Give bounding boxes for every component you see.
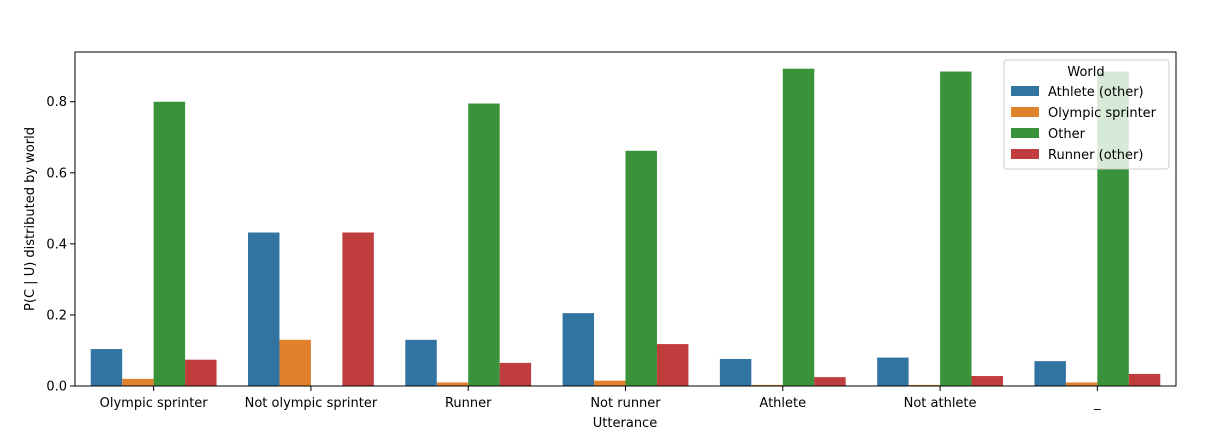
y-tick-label: 0.2 [46, 308, 67, 323]
bars-layer [90, 68, 1161, 387]
legend-label-olympic-sprinter: Olympic sprinter [1048, 106, 1157, 121]
y-axis-label: P(C | U) distributed by world [23, 127, 38, 311]
bar-athlete-other-olympic-sprinter [90, 349, 123, 386]
y-tick-label: 0.4 [46, 237, 67, 252]
bar-olympic-sprinter-not-runner [594, 380, 626, 386]
legend-items: Athlete (other) Olympic sprinter Other Runn… [1011, 85, 1157, 163]
bar-runner-other-not-runner [656, 344, 689, 386]
legend-label-other: Other [1048, 127, 1086, 142]
bar-athlete-other-not-athlete [877, 357, 909, 386]
legend-swatch-runner-other [1011, 149, 1039, 159]
x-axis-label: Utterance [593, 416, 657, 431]
legend-title: World [1067, 65, 1104, 80]
bar-runner-other-athlete [814, 377, 846, 386]
bar-runner-other-blank [1128, 373, 1161, 386]
y-tick-label: 0.6 [46, 166, 67, 181]
bar-athlete-other-blank [1034, 361, 1066, 386]
bar-athlete-other-runner [405, 339, 437, 386]
legend-frame [1003, 59, 1170, 170]
bar-olympic-sprinter-blank [1065, 382, 1098, 386]
bar-other-olympic-sprinter [153, 101, 186, 387]
legend: World Athlete (other) Olympic sprinter Oth… [1003, 59, 1170, 170]
x-tick-label: Athlete [759, 396, 806, 411]
x-tick-label: Olympic sprinter [100, 396, 209, 411]
x-tick-label: Runner [445, 396, 492, 411]
bar-olympic-sprinter-athlete [751, 384, 783, 386]
bar-other-not-athlete [940, 71, 972, 386]
bar-other-athlete [782, 68, 815, 386]
bar-runner-other-olympic-sprinter [185, 359, 217, 386]
bar-olympic-sprinter-not-athlete [908, 384, 941, 386]
bar-olympic-sprinter-olympic-sprinter [122, 378, 154, 386]
x-tick-label: _ [1093, 396, 1101, 411]
x-tick-label: Not athlete [904, 396, 977, 411]
bar-runner-other-not-olympic-sprinter [342, 232, 374, 386]
legend-label-athlete-other: Athlete (other) [1048, 85, 1144, 100]
y-tick-label: 0.8 [46, 95, 67, 110]
bar-athlete-other-not-olympic-sprinter [248, 232, 280, 386]
bar-athlete-other-athlete [719, 359, 752, 386]
axes-layer: 0.0 0.2 0.4 0.6 0.8 Olympic sprinter Not olymp… [46, 51, 1177, 411]
y-tick-label: 0.0 [46, 380, 67, 395]
bar-runner-other-not-athlete [971, 376, 1003, 386]
bar-athlete-other-not-runner [562, 313, 595, 386]
bar-runner-other-runner [499, 362, 532, 386]
bar-other-runner [468, 103, 500, 387]
bar-other-not-runner [625, 150, 657, 386]
x-tick-label: Not olympic sprinter [245, 396, 378, 411]
legend-swatch-olympic-sprinter [1011, 107, 1039, 117]
x-tick-label: Not runner [590, 396, 661, 411]
legend-label-runner-other: Runner (other) [1048, 148, 1143, 163]
bar-olympic-sprinter-not-olympic-sprinter [279, 339, 311, 386]
bar-olympic-sprinter-runner [436, 382, 469, 386]
legend-swatch-other [1011, 128, 1039, 138]
legend-swatch-athlete-other [1011, 86, 1039, 96]
